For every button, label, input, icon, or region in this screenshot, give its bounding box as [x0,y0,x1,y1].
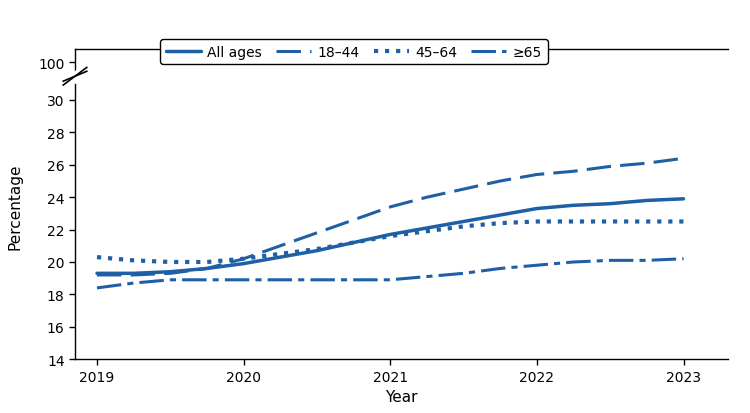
45–64 [496,221,505,226]
≥65 [239,278,248,282]
≥65 [569,260,578,265]
All ages [459,219,468,224]
Legend: All ages, 18–44, 45–64, ≥65: All ages, 18–44, 45–64, ≥65 [160,40,548,65]
≥65 [276,278,285,282]
≥65 [166,278,175,282]
All ages [606,202,615,206]
45–64 [532,219,542,224]
Text: Percentage: Percentage [8,164,22,249]
45–64 [92,255,101,260]
45–64 [569,219,578,224]
All ages [532,206,542,211]
X-axis label: Year: Year [385,389,418,404]
18–44 [129,273,138,278]
≥65 [679,256,688,261]
Line: All ages: All ages [97,199,683,274]
18–44 [679,157,688,161]
18–44 [642,161,651,166]
≥65 [202,278,211,282]
≥65 [313,278,322,282]
45–64 [606,219,615,224]
≥65 [349,278,358,282]
≥65 [129,281,138,286]
18–44 [239,256,248,261]
18–44 [386,205,394,210]
All ages [679,197,688,202]
18–44 [166,271,175,276]
18–44 [422,195,431,200]
All ages [92,271,101,276]
≥65 [422,274,431,279]
45–64 [166,260,175,265]
45–64 [349,240,358,245]
18–44 [276,244,285,249]
45–64 [313,247,322,252]
All ages [202,266,211,271]
≥65 [496,266,505,271]
18–44 [606,164,615,169]
All ages [349,240,358,245]
≥65 [532,263,542,268]
All ages [569,203,578,208]
18–44 [202,266,211,271]
45–64 [276,252,285,257]
45–64 [679,219,688,224]
18–44 [349,218,358,223]
≥65 [642,258,651,263]
≥65 [606,258,615,263]
All ages [422,226,431,231]
45–64 [202,260,211,265]
18–44 [92,273,101,278]
All ages [496,213,505,218]
18–44 [313,231,322,236]
≥65 [92,286,101,291]
All ages [129,271,138,276]
All ages [239,261,248,266]
All ages [642,199,651,204]
All ages [386,233,394,237]
Line: 18–44: 18–44 [97,159,683,275]
Line: 45–64: 45–64 [97,222,683,262]
45–64 [386,234,394,239]
18–44 [496,179,505,184]
18–44 [459,187,468,192]
≥65 [459,271,468,276]
All ages [276,255,285,260]
18–44 [569,169,578,174]
45–64 [129,258,138,263]
45–64 [239,256,248,261]
18–44 [532,173,542,178]
45–64 [422,229,431,234]
45–64 [459,224,468,229]
All ages [166,270,175,275]
45–64 [642,219,651,224]
All ages [313,249,322,254]
≥65 [386,278,394,282]
Line: ≥65: ≥65 [97,259,683,288]
